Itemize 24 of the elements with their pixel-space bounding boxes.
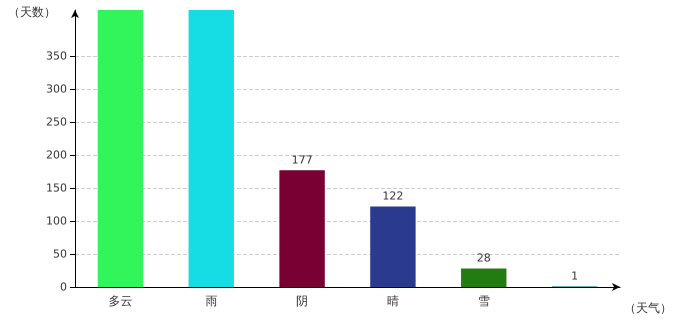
x-tick-label: 雪 [478, 294, 490, 308]
x-tick-label: 晴 [386, 294, 399, 308]
bar [370, 206, 416, 287]
bar [188, 10, 234, 287]
y-tick-label: 300 [46, 82, 67, 96]
y-tick-label: 100 [46, 214, 67, 228]
y-tick-label: 200 [46, 148, 67, 162]
data-label: 1 [571, 269, 578, 282]
y-tick-label: 0 [60, 280, 67, 294]
bar [98, 10, 144, 287]
y-tick-label: 250 [46, 116, 67, 129]
x-tick-label: 雨 [205, 294, 218, 308]
x-tick-label: 多云 [108, 294, 132, 308]
data-label: 122 [382, 190, 404, 203]
x-tick-label: 阴 [296, 294, 308, 308]
y-tick-label: 150 [46, 182, 67, 195]
data-label: 177 [292, 153, 313, 166]
data-label: 28 [476, 252, 491, 265]
y-tick-label: 50 [53, 248, 67, 261]
bar [279, 170, 325, 287]
bar [461, 268, 506, 287]
y-tick-label: 350 [46, 50, 67, 63]
x-axis-title: （天气） [624, 301, 672, 315]
y-axis-title: （天数） [8, 5, 56, 19]
